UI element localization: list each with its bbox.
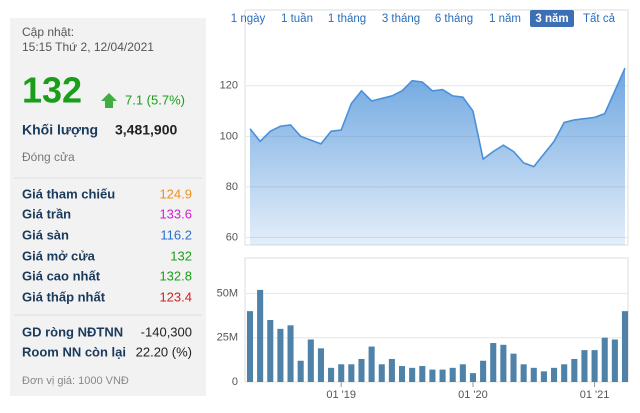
tab[interactable]: 3 năm <box>535 13 568 25</box>
volume-bar <box>571 358 578 382</box>
volume-bar <box>520 364 527 382</box>
x-tick-label: 01 '19 <box>326 389 356 401</box>
volume-bar <box>500 344 507 382</box>
update-time: 15:15 Thứ 2, 12/04/2021 <box>22 40 154 54</box>
volume-bar <box>510 353 517 382</box>
row-label: Giá mở cửa <box>22 248 96 263</box>
y-tick-label: 80 <box>226 181 238 193</box>
volume-label: Khối lượng <box>22 122 98 138</box>
volume-bar <box>490 343 497 382</box>
volume-bar <box>601 337 608 382</box>
volume-bar <box>277 328 284 382</box>
row-value: 116.2 <box>160 227 192 242</box>
volume-bar <box>540 371 547 382</box>
volume-bar <box>338 364 345 382</box>
tab[interactable]: Tất cả <box>583 13 616 25</box>
volume-bar <box>419 366 426 382</box>
volume-bar <box>388 358 395 382</box>
volume-bar <box>459 364 466 382</box>
volume-bar <box>267 320 274 382</box>
volume-bar <box>480 360 487 382</box>
tab[interactable]: 1 năm <box>489 13 521 25</box>
tab[interactable]: 1 tuần <box>281 13 313 25</box>
volume-bar <box>439 369 446 382</box>
up-arrow <box>101 93 117 108</box>
volume-bar <box>611 339 618 382</box>
y-tick-label: 120 <box>220 80 238 92</box>
unit-note: Đơn vị giá: 1000 VNĐ <box>22 375 129 387</box>
volume-bar <box>469 373 477 382</box>
price-change: 7.1 (5.7%) <box>125 92 185 107</box>
y-tick-label: 50M <box>217 287 238 299</box>
x-tick-label: 01 '21 <box>580 389 610 401</box>
y-tick-label: 0 <box>232 376 238 388</box>
volume-bar <box>368 346 375 382</box>
foreign-label: Room NN còn lại <box>22 344 126 359</box>
row-value: 132.8 <box>159 268 192 283</box>
volume: 3,481,900 <box>115 122 177 138</box>
row-label: Giá cao nhất <box>22 268 101 283</box>
tab[interactable]: 1 ngày <box>231 13 266 25</box>
tab[interactable]: 1 tháng <box>328 13 366 25</box>
volume-bar <box>398 366 406 382</box>
volume-bar <box>257 289 264 382</box>
volume-bar <box>378 364 385 382</box>
info-panel <box>10 18 206 396</box>
volume-bar <box>297 360 304 382</box>
tab[interactable]: 3 tháng <box>382 13 420 25</box>
y-tick-label: 100 <box>220 130 238 142</box>
volume-bar <box>530 367 537 382</box>
update-label: Cập nhật: <box>22 25 74 39</box>
price-area <box>250 68 625 245</box>
volume-bar <box>409 367 416 382</box>
foreign-value: 22.20 (%) <box>136 344 192 359</box>
volume-bar <box>246 311 254 382</box>
close-label: Đóng cửa <box>22 150 75 164</box>
volume-bar <box>358 358 365 382</box>
volume-bar <box>328 367 335 382</box>
row-label: Giá tham chiếu <box>22 186 115 201</box>
volume-bar <box>348 364 355 382</box>
volume-bar <box>591 350 598 382</box>
price: 132 <box>22 70 82 111</box>
volume-bar <box>449 367 456 382</box>
row-label: Giá trần <box>22 206 71 221</box>
volume-bar <box>429 369 436 382</box>
x-tick-label: 01 '20 <box>458 389 488 401</box>
row-label: Giá thấp nhất <box>22 289 106 304</box>
row-value: 123.4 <box>159 289 192 304</box>
y-tick-label: 25M <box>217 332 238 344</box>
foreign-value: -140,300 <box>141 324 192 339</box>
volume-bar <box>581 350 588 382</box>
volume-bar <box>307 339 314 382</box>
row-value: 132 <box>170 248 192 263</box>
row-value: 124.9 <box>159 186 192 201</box>
row-value: 133.6 <box>159 206 192 221</box>
tab-active-bg[interactable] <box>530 10 574 27</box>
volume-bar <box>621 311 629 382</box>
foreign-label: GD ròng NĐTNN <box>22 324 123 339</box>
volume-bar <box>317 348 324 382</box>
volume-bar <box>287 325 294 382</box>
tab[interactable]: 6 tháng <box>435 13 473 25</box>
y-tick-label: 60 <box>226 231 238 243</box>
volume-bar <box>551 367 558 382</box>
volume-bar <box>561 364 568 382</box>
price-line <box>249 67 626 168</box>
row-label: Giá sàn <box>22 227 69 242</box>
